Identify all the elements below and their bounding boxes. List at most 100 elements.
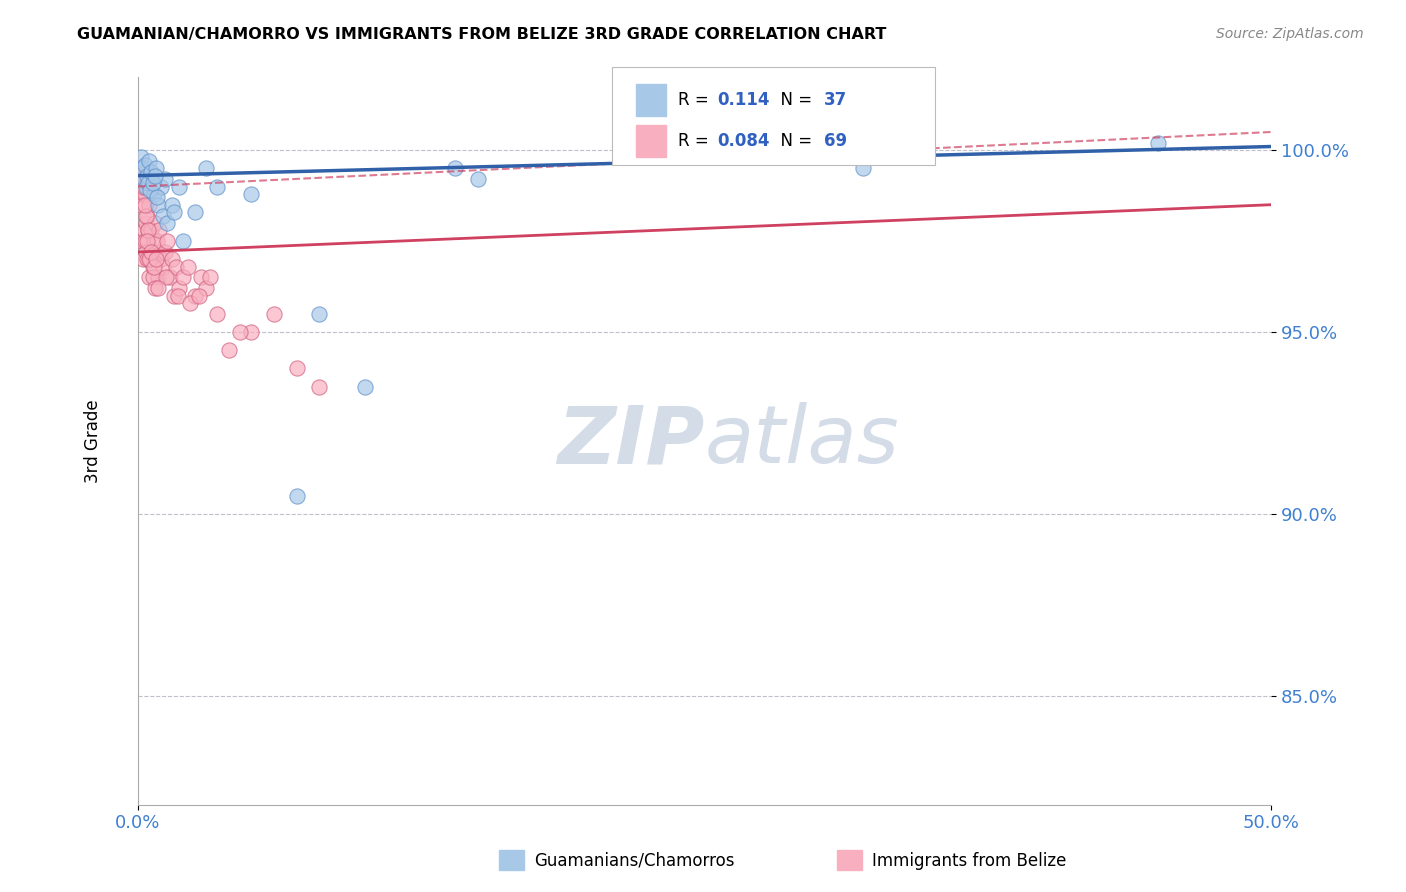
Point [148,223,170,237]
Point [136,223,159,237]
Point [188,288,211,302]
Point [132,172,155,186]
Point [138,197,160,211]
Point [165,260,187,274]
Text: ZIP: ZIP [557,402,704,480]
Text: 0.084: 0.084 [717,132,769,150]
Point [761,143,783,157]
Point [139,252,162,267]
Point [155,270,177,285]
Point [167,281,190,295]
Point [156,234,179,248]
Point [160,252,183,267]
Text: Guamanians/Chamorros: Guamanians/Chamorros [534,852,735,870]
Point [136,176,159,190]
Point [132,179,155,194]
Point [229,325,252,339]
Point [153,244,176,259]
Point [135,179,157,194]
Point [285,489,308,503]
Text: Immigrants from Belize: Immigrants from Belize [872,852,1066,870]
Point [146,234,169,248]
Point [142,234,165,248]
Text: atlas: atlas [704,402,900,480]
Point [141,223,163,237]
Point [194,281,217,295]
Point [183,288,205,302]
Point [136,234,159,248]
Point [129,172,152,186]
Text: R =: R = [678,132,714,150]
Point [308,379,330,393]
Point [139,252,162,267]
Point [263,307,285,321]
Point [240,186,263,201]
Point [145,161,167,176]
Point [134,223,156,237]
Point [132,252,155,267]
Point [142,270,165,285]
Point [128,179,150,194]
Point [138,252,160,267]
Point [160,197,183,211]
Point [136,223,159,237]
Point [146,190,169,204]
Point [142,260,165,274]
Point [135,244,157,259]
Point [134,186,156,201]
Point [138,154,160,169]
Point [149,179,172,194]
Point [194,161,217,176]
Point [353,379,375,393]
Point [131,234,153,248]
Point [148,281,170,295]
Point [153,172,176,186]
Point [240,325,263,339]
Point [167,179,190,194]
Point [163,288,186,302]
Text: N =: N = [770,91,818,109]
Point [136,169,159,183]
Point [205,307,228,321]
Point [172,270,194,285]
Point [148,197,170,211]
Point [129,150,152,164]
Text: GUAMANIAN/CHAMORRO VS IMMIGRANTS FROM BELIZE 3RD GRADE CORRELATION CHART: GUAMANIAN/CHAMORRO VS IMMIGRANTS FROM BE… [77,27,887,42]
Point [172,234,194,248]
Point [444,161,467,176]
Text: R =: R = [678,91,714,109]
Point [129,186,152,201]
Text: 0.114: 0.114 [717,91,769,109]
Point [145,244,167,259]
Point [136,252,159,267]
Text: 37: 37 [824,91,848,109]
Point [142,176,165,190]
Point [141,244,163,259]
Point [145,252,167,267]
Point [148,270,170,285]
Point [205,179,228,194]
Point [143,169,166,183]
Text: Source: ZipAtlas.com: Source: ZipAtlas.com [1216,27,1364,41]
Point [308,307,330,321]
Point [134,197,156,211]
Point [139,183,162,197]
Point [177,260,200,274]
Point [129,179,152,194]
Point [134,158,156,172]
Text: N =: N = [770,132,818,150]
Point [132,172,155,186]
Text: 69: 69 [824,132,846,150]
Text: 3rd Grade: 3rd Grade [83,400,101,483]
Point [1146,136,1168,150]
Point [135,209,157,223]
Point [135,216,157,230]
Point [131,197,153,211]
Point [152,209,174,223]
Point [141,165,163,179]
Point [467,172,489,186]
Point [143,216,166,230]
Point [142,186,165,201]
Point [285,361,308,376]
Point [166,288,188,302]
